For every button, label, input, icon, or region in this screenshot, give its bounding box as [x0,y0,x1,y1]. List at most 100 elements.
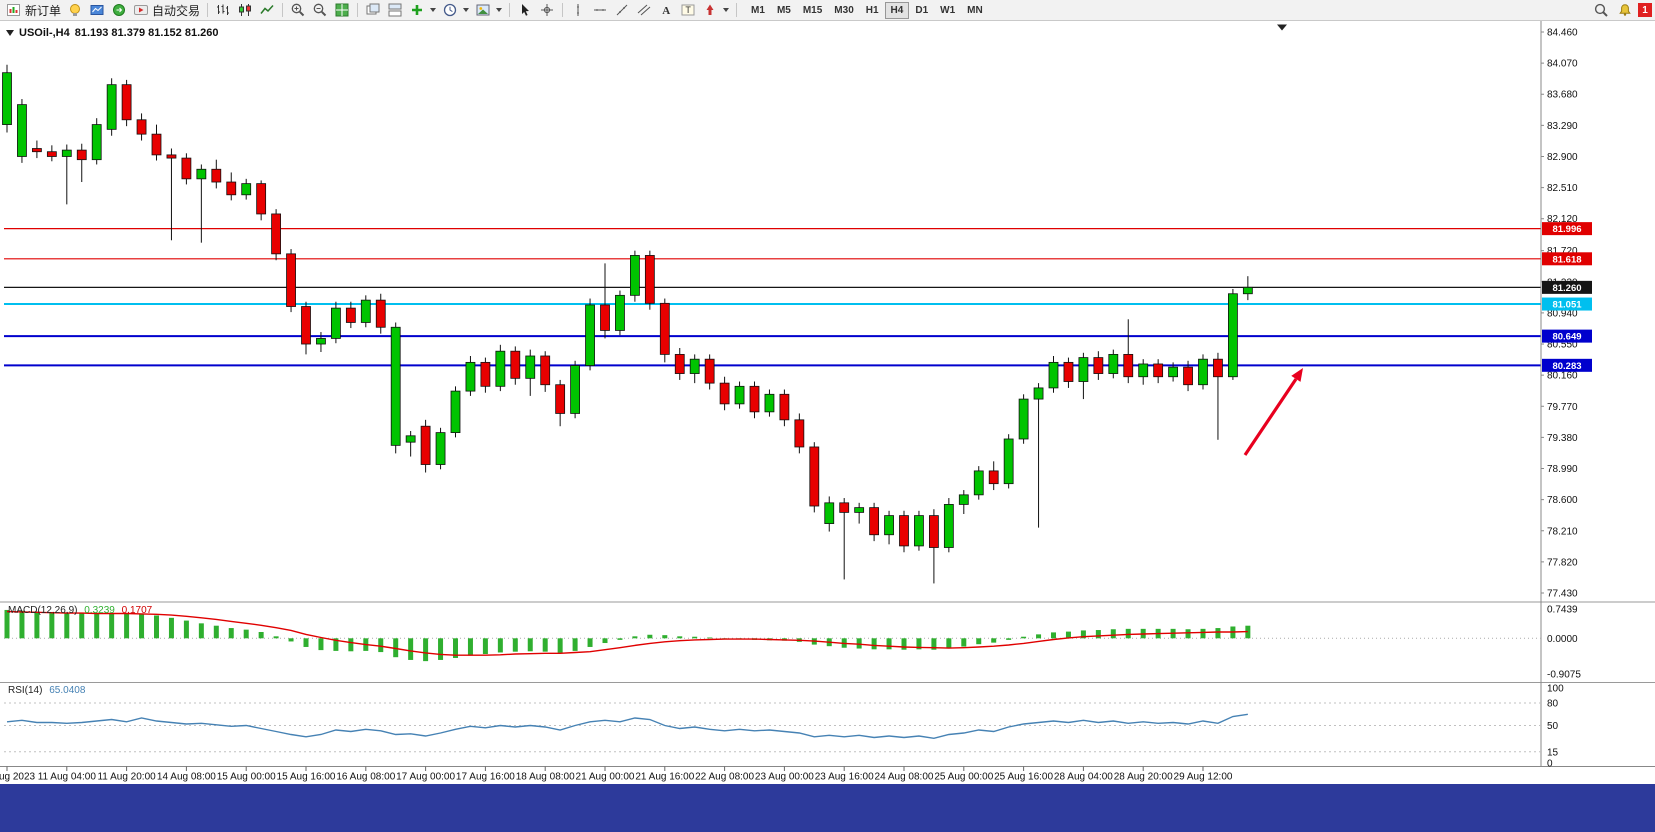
macd-axis-label: 0.7439 [1547,605,1578,616]
templates-icon [476,4,490,16]
macd-bar [931,638,937,650]
macd-bar [348,638,354,652]
timeframe-M1[interactable]: M1 [745,2,771,19]
text-tool-button[interactable]: A [655,1,677,19]
candle-body [615,294,625,331]
toolbar-right: 1 [1590,1,1652,19]
timeframe-H1[interactable]: H1 [860,2,885,19]
alerts-button[interactable] [1614,1,1636,19]
macd-bar [527,638,533,652]
candle-body [674,353,685,374]
toolbar-separator [282,3,284,17]
timeframe-D1[interactable]: D1 [909,2,934,19]
vertical-line-tool-button[interactable] [567,1,589,19]
candle-body [151,133,162,156]
macd-bar [512,638,518,652]
tile-windows-button[interactable] [331,1,353,19]
market-watch-button[interactable] [86,1,108,19]
equidistant-channel-tool-button[interactable] [633,1,655,19]
macd-bar [1200,628,1206,639]
periods-menu-button[interactable] [439,1,472,19]
time-axis-label: 21 Aug 16:00 [635,772,694,783]
templates-menu-button[interactable] [472,1,505,19]
chart-canvas[interactable]: 84.460 84.070 83.680 83.290 82.900 82.510 82.1… [0,21,1655,784]
candle-body [555,384,566,414]
candle-body [1078,357,1089,382]
autotrading-button-label: 自动交易 [152,3,201,18]
cascade-icon [366,3,380,15]
arrows-tool-button[interactable] [699,1,732,19]
timeframe-M5[interactable]: M5 [771,2,797,19]
candle-body [1018,398,1029,440]
price-axis-label: 78.990 [1547,464,1578,475]
horizontal-line-tool-button[interactable] [589,1,611,19]
macd-bar [467,638,473,656]
candle-body [809,446,820,507]
macd-label: MACD(12,26,9) 0.3239 0.1707 [8,605,156,616]
indicators-window-button[interactable] [64,1,86,19]
trendline-tool-button[interactable] [611,1,633,19]
cascade-windows-button[interactable] [362,1,384,19]
toolbar-separator [357,3,359,17]
search-button[interactable] [1590,1,1612,19]
time-axis-label: 24 Aug 08:00 [875,772,934,783]
candle-body [286,253,296,307]
line-chart-button[interactable] [256,1,278,19]
arrow-annotation[interactable] [1243,368,1303,456]
macd-bar [79,613,85,639]
zoom-out-button[interactable] [309,1,331,19]
chart-shift-marker[interactable] [1277,24,1287,31]
price-axis-label: 84.460 [1547,28,1578,39]
hline-icon [594,9,607,11]
toolbar-buttons: 新订单 自动交易 A T [3,1,741,19]
toolbar-separator [736,3,738,17]
candle-body [1198,358,1208,386]
new-order-button[interactable]: 新订单 [3,1,64,19]
candle-body [1033,387,1044,400]
macd-bar [243,629,249,639]
candle-body [510,350,521,379]
notification-badge[interactable]: 1 [1638,3,1652,17]
rsi-axis-label: 15 [1547,747,1559,758]
macd-bar [333,638,339,651]
arrange-icon [388,3,402,17]
indicators-menu-button[interactable] [406,1,439,19]
price-badge: 80.283 [1542,358,1592,372]
macd-bar [408,638,414,660]
candle-body [585,304,595,366]
svg-text:81.996: 81.996 [1552,224,1581,235]
candle-body [271,213,282,255]
cursor-tool-button[interactable] [514,1,536,19]
macd-bar [1080,630,1086,639]
candle-body [929,515,939,548]
macd-bar [856,638,862,649]
rsi-name: RSI(14) [8,685,43,696]
toolbar-separator [509,3,511,17]
price-axis-label: 83.680 [1547,90,1578,101]
rsi-axis-label: 50 [1547,721,1559,732]
macd-bar [139,613,145,639]
candle-body [1168,366,1178,378]
zoom-in-button[interactable] [287,1,309,19]
timeframe-W1[interactable]: W1 [934,2,961,19]
timeframe-M30[interactable]: M30 [828,2,859,19]
timeframe-H4[interactable]: H4 [884,1,910,19]
label-icon: T [681,4,695,16]
timeframe-MN[interactable]: MN [961,2,989,19]
add-indicator-icon [412,5,423,15]
navigator-button[interactable] [108,1,130,19]
text-label-tool-button[interactable]: T [677,1,699,19]
macd-bar [109,613,115,639]
rsi-value: 65.0408 [49,685,86,696]
zoom-in-icon [291,3,305,17]
collapse-icon[interactable] [6,30,14,36]
crosshair-tool-button[interactable] [536,1,558,19]
macd-bar [991,638,997,643]
bar-chart-button[interactable] [212,1,234,19]
candle-body [839,502,850,513]
candle-body [943,504,954,548]
timeframe-M15[interactable]: M15 [797,2,828,19]
candlestick-chart-button[interactable] [234,1,256,19]
autotrading-button[interactable]: 自动交易 [130,1,203,19]
arrange-windows-button[interactable] [384,1,406,19]
